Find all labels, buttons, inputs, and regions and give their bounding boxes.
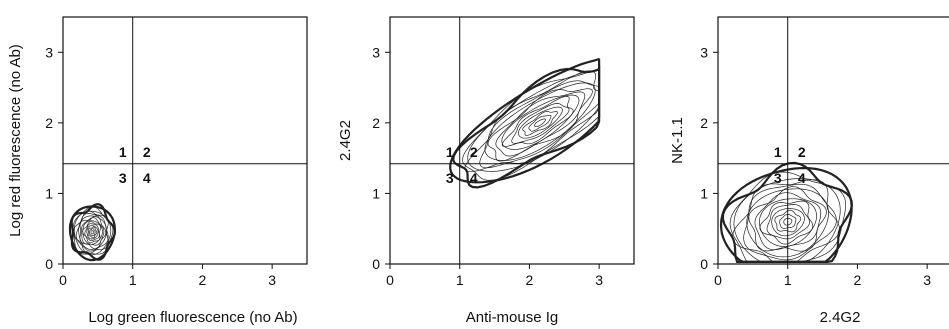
contour-line: [719, 166, 853, 263]
y-tick-label: 1: [372, 185, 380, 201]
contour-line: [721, 161, 854, 263]
x-tick-label: 0: [386, 272, 394, 288]
contour-line: [754, 192, 822, 251]
quadrant-label: 2: [470, 144, 478, 160]
y-tick-label: 1: [700, 185, 708, 201]
x-axis-title: 2.4G2: [820, 309, 861, 326]
x-axis-title: Log green fluorescence (no Ab): [88, 309, 297, 326]
plot-frame: [389, 16, 635, 265]
plot-frame: [62, 16, 308, 265]
contour-line: [759, 198, 817, 247]
contour-line: [528, 114, 552, 132]
contour-line: [743, 183, 837, 261]
contour-line: [518, 106, 563, 139]
contour-line: [746, 188, 829, 258]
contour-line: [78, 215, 107, 250]
contour-line: [534, 118, 546, 128]
contour-line: [449, 57, 601, 184]
contour-line: [732, 179, 840, 263]
x-tick-label: 1: [456, 272, 464, 288]
contour-line: [729, 171, 847, 263]
y-axis-title: Log red fluorescence (no Ab): [7, 44, 24, 237]
x-tick-label: 3: [923, 272, 931, 288]
contour-line: [87, 226, 98, 239]
y-tick-label: 1: [45, 185, 53, 201]
x-axis-title: Anti-mouse Ig: [466, 309, 559, 326]
y-tick-label: 0: [372, 256, 380, 272]
contour-lines: [68, 203, 117, 262]
x-tick-label: 0: [714, 272, 722, 288]
quadrant-label: 2: [143, 144, 151, 160]
contour-line: [82, 220, 103, 245]
contour-line: [501, 94, 580, 150]
x-tick-label: 2: [526, 272, 534, 288]
quadrant-label: 1: [774, 144, 782, 160]
y-tick-label: 3: [45, 44, 53, 60]
x-tick-label: 3: [595, 272, 603, 288]
contour-line: [86, 225, 99, 240]
x-tick-label: 2: [854, 272, 862, 288]
x-tick-label: 3: [268, 272, 276, 288]
contour-line: [467, 70, 600, 172]
quadrant-label: 4: [143, 170, 151, 186]
contour-line: [81, 217, 105, 246]
y-tick-label: 3: [700, 44, 708, 60]
contour-line: [479, 80, 600, 169]
contour-line: [511, 103, 570, 144]
y-axis-title: NK-1.1: [669, 117, 686, 164]
quadrant-label: 2: [798, 144, 806, 160]
quadrant-label: 3: [446, 170, 454, 186]
quadrant-label: 4: [470, 170, 478, 186]
x-tick-label: 2: [199, 272, 207, 288]
y-tick-label: 2: [45, 115, 53, 131]
quadrant-label: 1: [119, 144, 127, 160]
y-tick-label: 0: [700, 256, 708, 272]
contour-line: [522, 111, 558, 136]
contour-line: [462, 67, 600, 181]
contour-line: [73, 210, 112, 256]
y-tick-label: 2: [372, 115, 380, 131]
contour-line: [771, 208, 805, 237]
contour-lines: [719, 161, 854, 263]
contour-line: [484, 82, 596, 161]
contour-lines: [449, 57, 601, 189]
contour-line: [90, 230, 95, 235]
contour-line: [89, 228, 96, 236]
plot-frame: [717, 16, 949, 265]
x-tick-label: 1: [129, 272, 137, 288]
contour-line: [766, 204, 810, 240]
y-tick-label: 3: [372, 44, 380, 60]
contour-line: [75, 213, 109, 252]
y-tick-label: 2: [700, 115, 708, 131]
contour-line: [774, 209, 802, 233]
contour-line: [501, 96, 574, 147]
contour-line: [68, 205, 117, 262]
contour-line: [733, 178, 841, 263]
x-tick-label: 0: [59, 272, 67, 288]
y-axis-title: 2.4G2: [337, 120, 354, 161]
contour-line: [783, 218, 793, 226]
contour-line: [84, 223, 100, 242]
x-tick-label: 1: [784, 272, 792, 288]
quadrant-label: 4: [798, 170, 806, 186]
contour-line: [495, 91, 586, 157]
quadrant-label: 1: [446, 144, 454, 160]
contour-line: [759, 200, 814, 245]
quadrant-label: 3: [774, 170, 782, 186]
quadrant-label: 3: [119, 170, 127, 186]
contour-line: [779, 213, 797, 229]
y-tick-label: 0: [45, 256, 53, 272]
